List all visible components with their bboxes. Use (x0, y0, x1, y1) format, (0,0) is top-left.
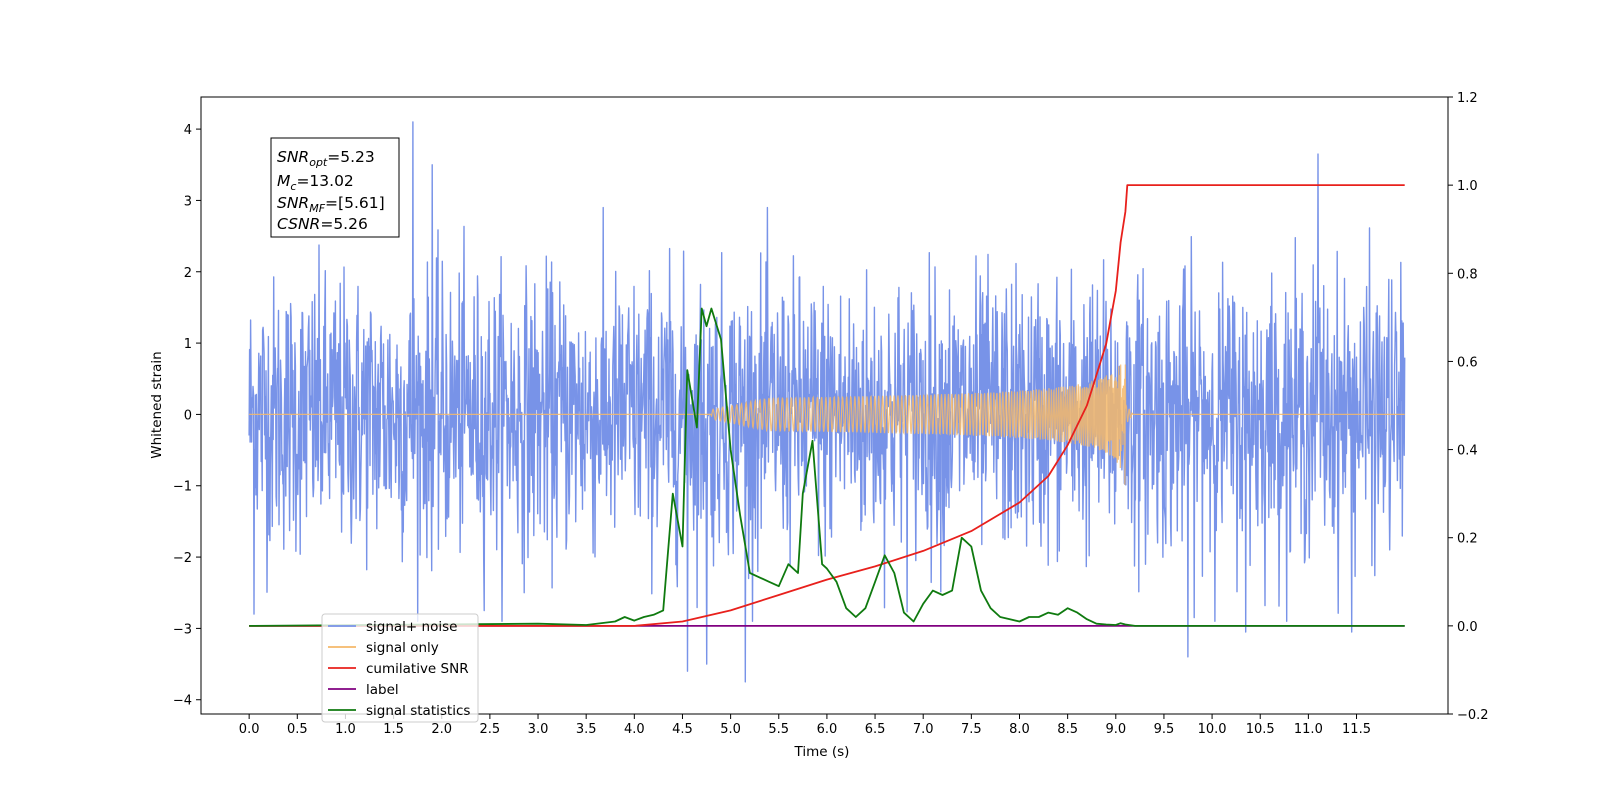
series-cumulative-snr (249, 184, 1405, 627)
x-tick-label: 0.5 (287, 722, 308, 737)
x-tick-label: 5.5 (768, 722, 789, 737)
y-tick-label-left: −3 (173, 622, 192, 637)
x-tick-label: 5.0 (720, 722, 741, 737)
y-axis-right: 1.2 1.0 0.8 0.6 0.4 0.2 0.0 −0.2 (1448, 91, 1489, 723)
y-tick-label-left: −1 (173, 480, 192, 495)
legend-label: label (366, 682, 399, 698)
x-tick-label: 8.5 (1057, 722, 1078, 737)
stat-snr-mf: SNRMF=[5.61] (277, 194, 385, 215)
x-tick-label: 9.5 (1154, 722, 1175, 737)
axes-frame (200, 96, 1449, 715)
y-axis-label: Whitened strain (149, 351, 165, 458)
legend-frame (321, 613, 479, 723)
x-tick-label: 8.0 (1009, 722, 1030, 737)
y-axis-left: 4 3 2 1 0 −1 −2 −3 −4 (173, 123, 201, 709)
x-tick-label: 11.0 (1294, 722, 1323, 737)
x-tick-label: 10.0 (1198, 722, 1227, 737)
x-tick-label: 6.5 (865, 722, 886, 737)
y-tick-label-right: −0.2 (1457, 708, 1489, 723)
stat-csnr: CSNR=5.26 (277, 215, 368, 233)
y-tick-label-left: 1 (184, 337, 192, 352)
x-tick-label: 4.5 (672, 722, 693, 737)
x-tick-label: 11.5 (1342, 722, 1371, 737)
stat-snr-opt: SNRopt=5.23 (277, 148, 375, 169)
x-tick-label: 1.0 (335, 722, 356, 737)
y-tick-label-left: 0 (184, 408, 192, 423)
x-tick-label: 0.0 (239, 722, 260, 737)
y-tick-label-right: 0.0 (1457, 620, 1478, 635)
y-tick-label-left: 3 (184, 194, 192, 209)
x-tick-label: 2.5 (480, 722, 501, 737)
legend: signal+ noise signal only cumilative SNR la… (321, 613, 479, 723)
x-tick-label: 3.5 (576, 722, 597, 737)
y-tick-label-right: 1.2 (1457, 91, 1478, 106)
y-tick-label-right: 0.2 (1457, 532, 1478, 547)
x-tick-label: 2.0 (431, 722, 452, 737)
y-tick-label-left: 2 (184, 266, 192, 281)
x-axis-label: Time (s) (794, 744, 850, 760)
x-tick-label: 6.0 (817, 722, 838, 737)
series-signal-statistics (249, 307, 1405, 627)
legend-label: signal only (366, 640, 439, 656)
x-tick-label: 7.5 (961, 722, 982, 737)
y-tick-label-right: 0.6 (1457, 355, 1478, 370)
y-tick-label-right: 0.8 (1457, 267, 1478, 282)
y-tick-label-right: 0.4 (1457, 444, 1478, 459)
legend-label: signal+ noise (366, 619, 457, 635)
x-tick-label: 4.0 (624, 722, 645, 737)
stats-annotation-box: SNRopt=5.23 Mc=13.02 SNRMF=[5.61] CSNR=5… (270, 137, 400, 238)
series-signal-only (249, 364, 1405, 485)
legend-label: cumilative SNR (366, 661, 469, 677)
x-tick-label: 10.5 (1246, 722, 1275, 737)
x-tick-label: 3.0 (528, 722, 549, 737)
stat-chirp-mass: Mc=13.02 (277, 172, 354, 193)
legend-label: signal statistics (366, 703, 470, 719)
x-tick-label: 9.0 (1105, 722, 1126, 737)
x-tick-label: 1.5 (383, 722, 404, 737)
y-tick-label-left: −2 (173, 551, 192, 566)
y-tick-label-left: −4 (173, 694, 192, 709)
y-tick-label-right: 1.0 (1457, 179, 1478, 194)
plot-area (248, 121, 1406, 683)
y-tick-label-left: 4 (184, 123, 192, 138)
x-tick-label: 7.0 (913, 722, 934, 737)
x-axis: 0.0 0.5 1.0 1.5 2.0 2.5 3.0 3.5 4.0 4.5 5.0 5.5 6.0 6… (239, 714, 1371, 737)
